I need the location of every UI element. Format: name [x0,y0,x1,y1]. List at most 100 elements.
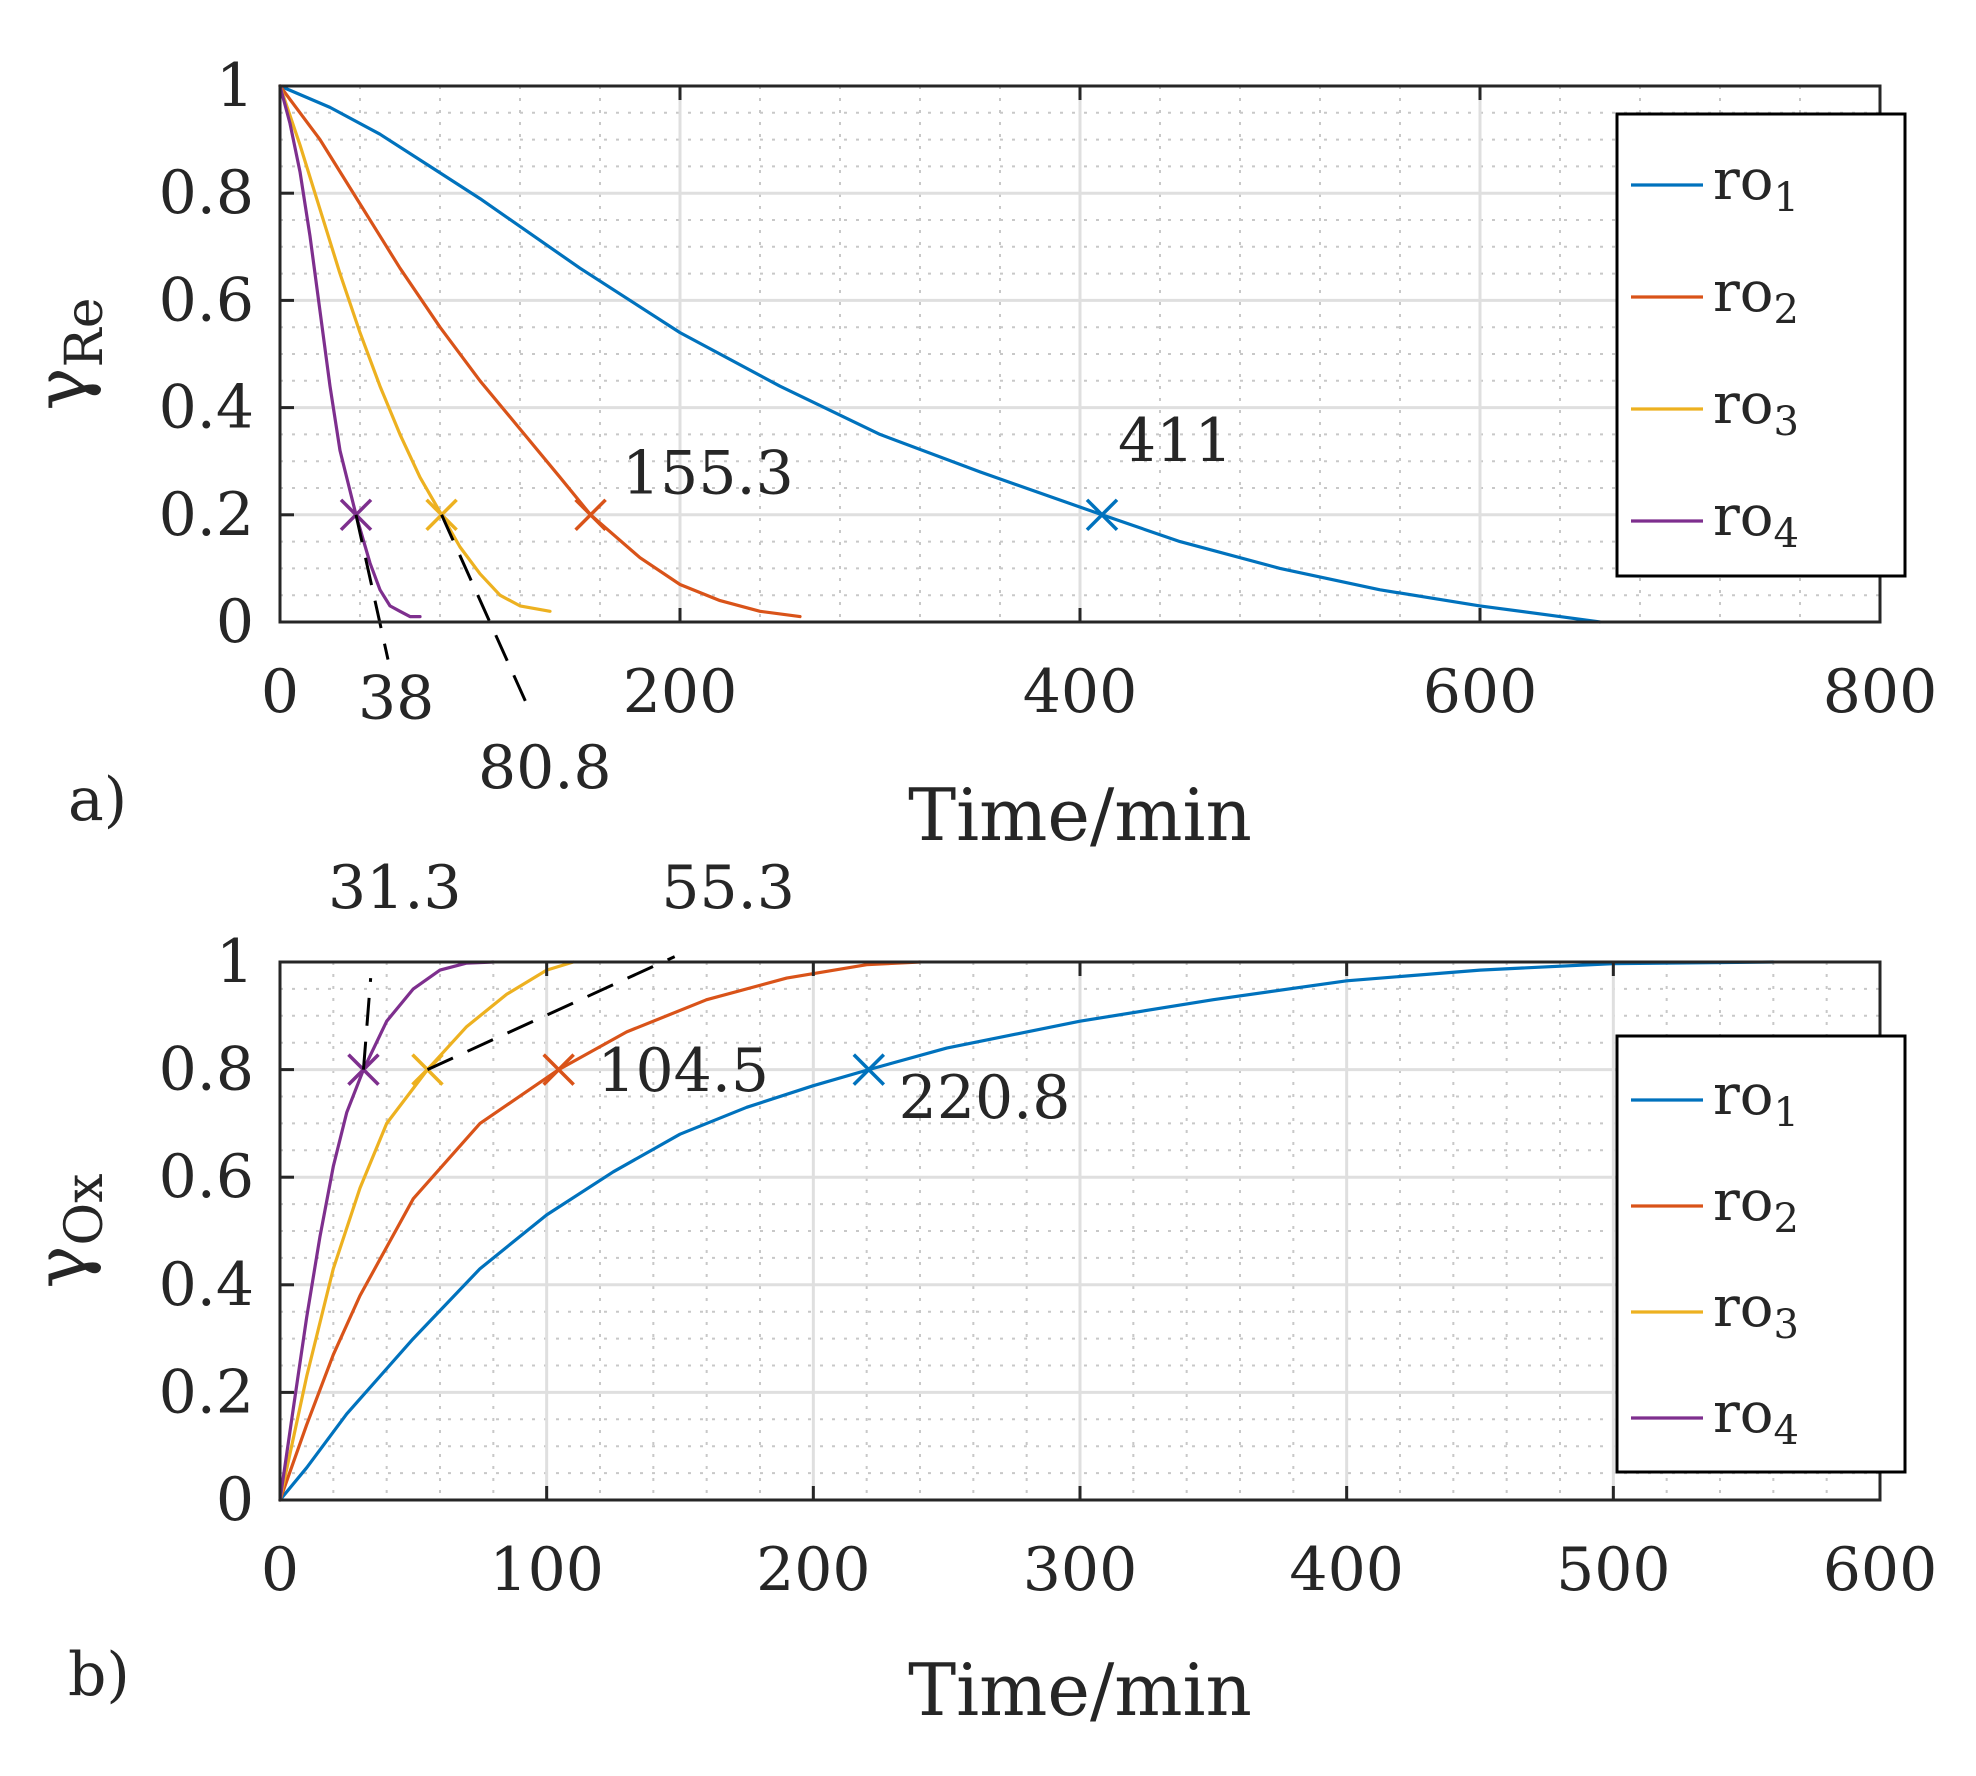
annotation-leader [361,978,373,1070]
annotation-leader [354,514,390,660]
legend-label-main: ro [1713,148,1773,213]
marker-stroke [1085,498,1119,532]
x-tick-label: 400 [1289,1535,1404,1605]
annotation-label: 155.3 [622,438,794,508]
marker-ro2 [542,1053,575,1086]
annotation-label: 31.3 [328,853,462,923]
y-tick-label: 0.2 [159,480,254,550]
y-tick-label: 0 [216,1465,254,1535]
y-tick-label: 0.6 [159,265,254,335]
y-axis-label-sub: Re [55,298,115,368]
legend-item-ro1: ro1 [1631,148,1799,221]
marker-stroke [542,1053,575,1086]
y-tick-label: 1 [216,51,254,121]
x-tick-label: 500 [1556,1535,1671,1605]
legend-label: ro2 [1713,260,1799,333]
legend-label-main: ro [1713,1275,1773,1340]
annotation-leader [426,955,676,1071]
x-tick-label: 100 [489,1535,604,1605]
x-tick-label: 400 [1023,657,1138,727]
legend-label-sub: 4 [1773,511,1798,557]
legend-label-sub: 1 [1773,1090,1798,1136]
panel-label: b) [68,1640,130,1710]
legend-item-ro4: ro4 [1631,1381,1799,1454]
series-line-ro2 [278,84,802,619]
x-tick-label: 0 [261,1535,299,1605]
x-tick-label: 200 [623,657,738,727]
legend-item-ro2: ro2 [1631,260,1799,333]
annotation-label: 220.8 [899,1063,1071,1133]
annotation-leader [440,514,528,704]
series-line-ro4 [278,960,495,1502]
series-line-ro1 [278,960,1775,1502]
legend-item-ro3: ro3 [1631,1275,1799,1348]
y-tick-label: 0.6 [159,1142,254,1212]
legend-label-sub: 2 [1773,287,1798,333]
y-tick-label: 0.4 [159,1250,254,1320]
legend-label-main: ro [1713,260,1773,325]
legend-label-sub: 4 [1773,1408,1798,1454]
annotation-label: 411 [1118,406,1233,476]
marker-stroke [852,1053,886,1086]
y-axis-label-sub: Ox [55,1174,115,1246]
marker-ro1 [1085,498,1119,532]
series-line-ro3 [278,960,575,1502]
legend-label-main: ro [1713,372,1773,437]
series-line-ro1 [278,84,1602,624]
annotation-label: 55.3 [661,853,795,923]
series-line-ro3 [278,84,552,613]
x-axis-label: Time/min [908,773,1252,857]
annotation-label: 104.5 [597,1036,769,1106]
y-axis-label-main: γ [19,1245,103,1288]
x-tick-label: 200 [756,1535,871,1605]
x-tick-label: 600 [1823,1535,1938,1605]
x-tick-label: 300 [1023,1535,1138,1605]
y-tick-label: 0.2 [159,1357,254,1427]
marker-stroke [574,498,607,532]
series-line-ro2 [278,960,922,1502]
x-tick-label: 600 [1423,657,1538,727]
legend-label-main: ro [1713,1063,1773,1128]
legend-label-sub: 3 [1773,399,1798,445]
marker-ro2 [574,498,607,532]
legend-item-ro2: ro2 [1631,1169,1799,1242]
legend-label-sub: 2 [1773,1196,1798,1242]
legend-label: ro4 [1713,484,1799,557]
legend-label: ro1 [1713,1063,1799,1136]
legend-item-ro3: ro3 [1631,372,1799,445]
marker-ro1 [852,1053,886,1086]
y-axis-label: γRe [19,298,115,411]
legend-box [1615,1034,1907,1474]
x-tick-label: 800 [1823,657,1938,727]
annotation-label: 38 [358,663,434,733]
x-tick-label: 0 [261,657,299,727]
legend-label: ro1 [1713,148,1799,221]
y-tick-label: 0.4 [159,373,254,443]
annotation-label: 80.8 [478,733,612,803]
x-axis-label: Time/min [908,1648,1252,1732]
legend-label-main: ro [1713,1381,1773,1446]
y-axis-label-main: γ [19,367,103,410]
legend-item-ro1: ro1 [1631,1063,1799,1136]
panel-a: 0 200 400 600 800 0 0.2 0.4 0.6 0.8 1 411 155.3 38 80.… [19,51,1937,857]
legend-label-main: ro [1713,1169,1773,1234]
y-axis-label: γOx [19,1174,115,1289]
y-tick-label: 0.8 [159,1035,254,1105]
legend-box [1615,112,1907,578]
y-tick-label: 0 [216,587,254,657]
legend-label: ro3 [1713,1275,1799,1348]
y-tick-label: 1 [216,927,254,997]
legend-label-sub: 1 [1773,175,1798,221]
legend-label: ro2 [1713,1169,1799,1242]
panel-b: 0 100 200 300 400 500 600 0 0.2 0.4 0.6 0.8 1 31.3 55.… [19,853,1937,1732]
legend-label-sub: 3 [1773,1302,1798,1348]
y-tick-label: 0.8 [159,158,254,228]
series-line-ro4 [278,84,422,619]
legend-label-main: ro [1713,484,1773,549]
panel-label: a) [68,765,127,835]
legend-label: ro4 [1713,1381,1799,1454]
legend-item-ro4: ro4 [1631,484,1799,557]
